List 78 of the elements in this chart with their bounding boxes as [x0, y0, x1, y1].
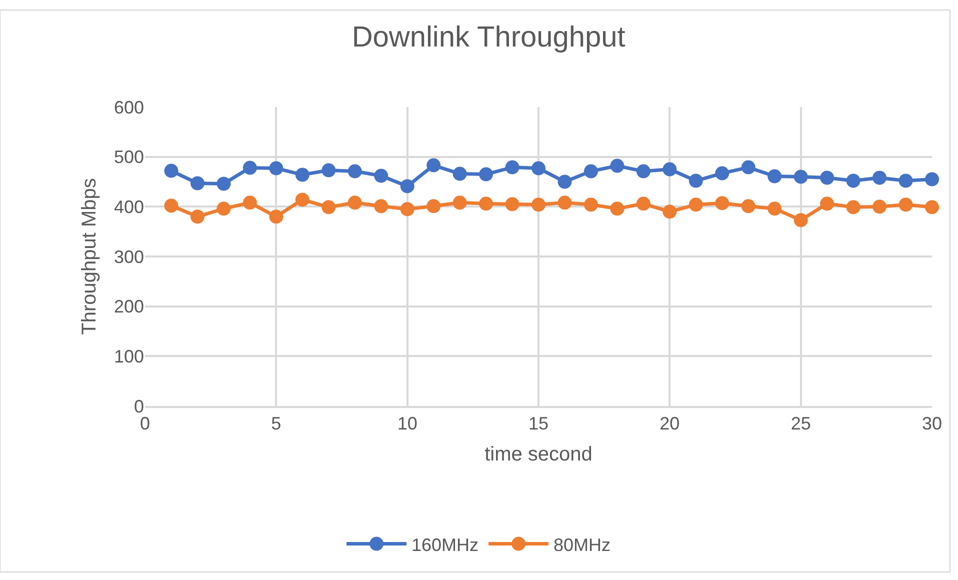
- point: [610, 158, 624, 173]
- point: [400, 179, 414, 194]
- legend-label: 160MHz: [412, 534, 479, 555]
- point: [925, 172, 939, 186]
- point: [898, 174, 913, 188]
- point: [242, 160, 257, 175]
- point: [400, 202, 414, 216]
- x-tick-label: 20: [660, 413, 680, 434]
- point: [558, 196, 572, 210]
- point: [216, 176, 231, 191]
- y-tick-label: 200: [114, 296, 144, 317]
- point: [374, 168, 388, 183]
- point: [794, 170, 808, 184]
- point: [374, 199, 388, 214]
- point: [846, 200, 860, 214]
- chart-title: Downlink Throughput: [352, 21, 626, 54]
- y-axis-title: Throughput Mbps: [78, 178, 100, 335]
- point: [741, 160, 756, 174]
- point: [820, 170, 834, 185]
- point: [322, 200, 336, 214]
- point: [426, 158, 441, 172]
- point: [846, 174, 860, 188]
- point: [872, 200, 887, 214]
- y-tick-label: 600: [114, 97, 144, 118]
- point: [269, 210, 284, 224]
- point: [242, 196, 257, 210]
- x-tick-label: 5: [271, 413, 282, 434]
- point: [164, 164, 178, 178]
- point: [898, 198, 913, 212]
- point: [662, 204, 677, 219]
- x-tick-label: 30: [922, 413, 942, 434]
- point: [715, 196, 730, 210]
- point: [794, 213, 808, 228]
- point: [688, 198, 703, 212]
- point: [322, 163, 336, 178]
- point: [768, 169, 782, 184]
- y-tick-label: 0: [134, 396, 144, 416]
- x-tick-label: 10: [397, 413, 418, 434]
- point: [479, 167, 494, 182]
- point: [584, 164, 598, 178]
- y-tick-label: 500: [114, 147, 144, 168]
- point: [715, 166, 730, 180]
- point: [558, 174, 572, 189]
- point: [636, 164, 650, 178]
- point: [768, 202, 782, 216]
- point: [479, 196, 494, 211]
- point: [532, 198, 546, 212]
- point: [872, 170, 887, 185]
- point: [295, 192, 310, 207]
- point: [348, 196, 362, 210]
- point: [269, 161, 284, 176]
- point: [190, 176, 204, 190]
- point: [636, 196, 650, 211]
- x-axis-title: time second: [484, 443, 592, 466]
- y-tick-label: 400: [114, 196, 144, 217]
- point: [452, 166, 467, 181]
- x-tick-label: 15: [528, 413, 549, 434]
- y-tick-label: 300: [114, 246, 144, 267]
- point: [426, 199, 441, 214]
- point: [190, 210, 204, 224]
- point: [505, 197, 520, 212]
- point: [295, 168, 310, 182]
- point: [584, 198, 598, 212]
- x-tick-label: 25: [790, 413, 811, 434]
- point: [662, 162, 677, 176]
- point: [348, 164, 362, 178]
- point: [505, 160, 520, 174]
- legend-label: 80MHz: [554, 534, 611, 555]
- point: [532, 161, 546, 176]
- point: [820, 196, 834, 211]
- point: [925, 200, 939, 214]
- point: [688, 174, 703, 188]
- point: [164, 198, 178, 213]
- point: [216, 202, 231, 216]
- point: [452, 196, 467, 210]
- point: [741, 199, 756, 214]
- point: [610, 202, 624, 216]
- y-tick-label: 100: [114, 346, 144, 366]
